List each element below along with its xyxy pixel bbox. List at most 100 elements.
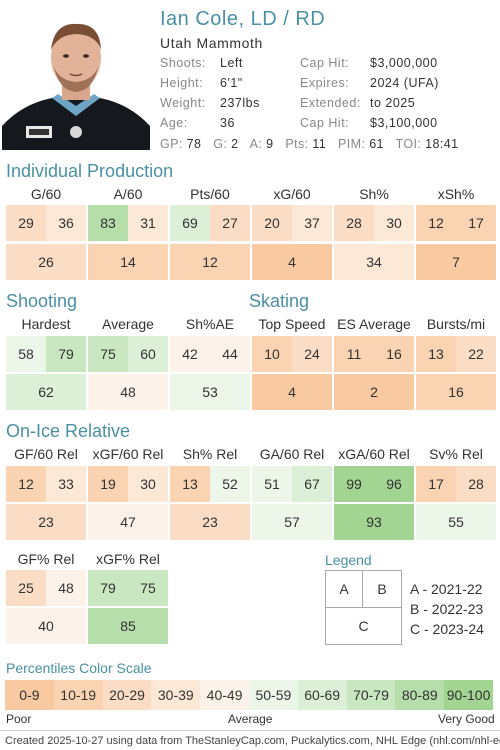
onice-gf-60-rel-label: GF/60 Rel	[14, 446, 78, 462]
individual-xshpct-label: xSh%	[437, 186, 475, 202]
onice-shpct-rel-b-cell: 52	[210, 466, 250, 502]
season-stats-line: GP: 78 G: 2 A: 9 Pts: 11 PIM: 61 TOI: 18…	[160, 137, 466, 151]
scale-very-good-label: Very Good	[438, 712, 495, 726]
player-headshot	[2, 14, 150, 150]
expires-value: 2024 (UFA)	[370, 76, 439, 90]
scale-bucket: 20-29	[102, 680, 152, 710]
weight-label: Weight:	[160, 96, 206, 110]
skating-top-speed-a-cell: 10	[252, 336, 292, 372]
height-value: 6'1"	[220, 76, 243, 90]
shooting-shpctae-c-cell: 53	[170, 374, 250, 410]
caphit-value-1: $3,000,000	[370, 56, 438, 70]
onice-svpct-rel-a-cell: 17	[416, 466, 456, 502]
skating-top-speed-c-cell: 4	[252, 374, 332, 410]
shooting-average-c-cell: 48	[88, 374, 168, 410]
individual-xg-60-label: xG/60	[273, 186, 311, 202]
individual-a-60-a-cell: 83	[88, 205, 128, 241]
scale-bucket: 50-59	[248, 680, 298, 710]
legend-a-text: A - 2021-22	[410, 581, 483, 597]
scale-poor-label: Poor	[6, 712, 32, 726]
onice-svpct-rel-label: Sv% Rel	[429, 446, 483, 462]
caphit-label-1: Cap Hit:	[300, 56, 350, 70]
individual-pts-60-label: Pts/60	[190, 186, 230, 202]
onice-gfpct-rel-c-cell: 40	[6, 608, 86, 644]
onice-gfpct-rel-label: GF% Rel	[17, 551, 75, 567]
onice-gfpct-rel-a-cell: 25	[6, 570, 46, 606]
individual-xg-60-c-cell: 4	[252, 244, 332, 280]
onice-xgfpct-rel-a-cell: 79	[88, 570, 128, 606]
gp-value: 78	[186, 137, 202, 151]
expires-label: Expires:	[300, 76, 350, 90]
age-row: Age: 36	[160, 116, 235, 130]
skating-title: Skating	[249, 291, 310, 311]
skating-es-average-a-cell: 11	[334, 336, 374, 372]
individual-production-title: Individual Production	[6, 161, 174, 181]
onice-shpct-rel-label: Sh% Rel	[182, 446, 238, 462]
individual-a-60-c-cell: 14	[88, 244, 168, 280]
on-ice-relative-title: On-Ice Relative	[6, 421, 131, 441]
height-label: Height:	[160, 76, 204, 90]
caphit-value-2: $3,100,000	[370, 116, 438, 130]
onice-xgfpct-rel-c-cell: 85	[88, 608, 168, 644]
shooting-hardest-a-cell: 58	[6, 336, 46, 372]
shooting-average-label: Average	[102, 316, 154, 332]
color-scale-title: Percentiles Color Scale	[6, 660, 152, 676]
individual-shpct-c-cell: 34	[334, 244, 414, 280]
individual-a-60-b-cell: 31	[128, 205, 168, 241]
onice-ga-60-rel-b-cell: 67	[292, 466, 332, 502]
onice-gf-60-rel-c-cell: 23	[6, 504, 86, 540]
toi-label: TOI:	[395, 137, 422, 151]
skating-top-speed-label: Top Speed	[258, 316, 326, 332]
individual-a-60-label: A/60	[113, 186, 143, 202]
skating-top-speed-b-cell: 24	[292, 336, 332, 372]
individual-xg-60-b-cell: 37	[292, 205, 332, 241]
extended-row: Extended: to 2025	[300, 96, 415, 110]
individual-pts-60-b-cell: 27	[210, 205, 250, 241]
skating-es-average-b-cell: 16	[374, 336, 414, 372]
footer-credits: Created 2025-10-27 using data from TheSt…	[0, 730, 500, 750]
extended-label: Extended:	[300, 96, 361, 110]
shooting-hardest-b-cell: 79	[46, 336, 86, 372]
individual-xg-60-a-cell: 20	[252, 205, 292, 241]
onice-shpct-rel-a-cell: 13	[170, 466, 210, 502]
skating-es-average-c-cell: 2	[334, 374, 414, 410]
scale-bucket: 60-69	[297, 680, 347, 710]
legend-b-text: B - 2022-23	[410, 601, 484, 617]
legend-c-text: C - 2023-24	[410, 621, 484, 637]
legend-box-c: C	[325, 607, 402, 645]
assists-label: A:	[249, 137, 263, 151]
skating-bursts-mi-b-cell: 22	[456, 336, 496, 372]
individual-xshpct-c-cell: 7	[416, 244, 496, 280]
scale-bucket: 10-19	[53, 680, 103, 710]
individual-xshpct-b-cell: 17	[456, 205, 496, 241]
color-scale: 0-9 10-19 20-29 30-39 40-49 50-59 60-69 70-79 80…	[5, 680, 493, 710]
onice-svpct-rel-c-cell: 55	[416, 504, 496, 540]
scale-bucket: 0-9	[5, 680, 54, 710]
onice-xga-60-rel-a-cell: 99	[334, 466, 374, 502]
individual-shpct-label: Sh%	[359, 186, 389, 202]
legend-box-b: B	[362, 570, 402, 608]
onice-xgfpct-rel-b-cell: 75	[128, 570, 168, 606]
individual-g-60-label: G/60	[30, 186, 62, 202]
individual-g-60-b-cell: 36	[46, 205, 86, 241]
weight-row: Weight: 237lbs	[160, 96, 260, 110]
shoots-row: Shoots: Left	[160, 56, 243, 70]
caphit-label-2: Cap Hit:	[300, 116, 350, 130]
onice-xgf-60-rel-b-cell: 30	[128, 466, 168, 502]
individual-shpct-b-cell: 30	[374, 205, 414, 241]
legend-title: Legend	[325, 552, 372, 568]
individual-pts-60-a-cell: 69	[170, 205, 210, 241]
shooting-shpctae-a-cell: 42	[170, 336, 210, 372]
player-header: Ian Cole, LD / RD Utah Mammoth Shoots: Le…	[0, 0, 500, 155]
onice-svpct-rel-b-cell: 28	[456, 466, 496, 502]
onice-shpct-rel-c-cell: 23	[170, 504, 250, 540]
shooting-hardest-c-cell: 62	[6, 374, 86, 410]
scale-bucket: 70-79	[346, 680, 396, 710]
shooting-title: Shooting	[6, 291, 78, 311]
onice-xgf-60-rel-c-cell: 47	[88, 504, 168, 540]
shooting-shpctae-b-cell: 44	[210, 336, 250, 372]
assists-value: 9	[266, 137, 274, 151]
shooting-average-b-cell: 60	[128, 336, 168, 372]
individual-g-60-a-cell: 29	[6, 205, 46, 241]
goals-label: G:	[213, 137, 228, 151]
